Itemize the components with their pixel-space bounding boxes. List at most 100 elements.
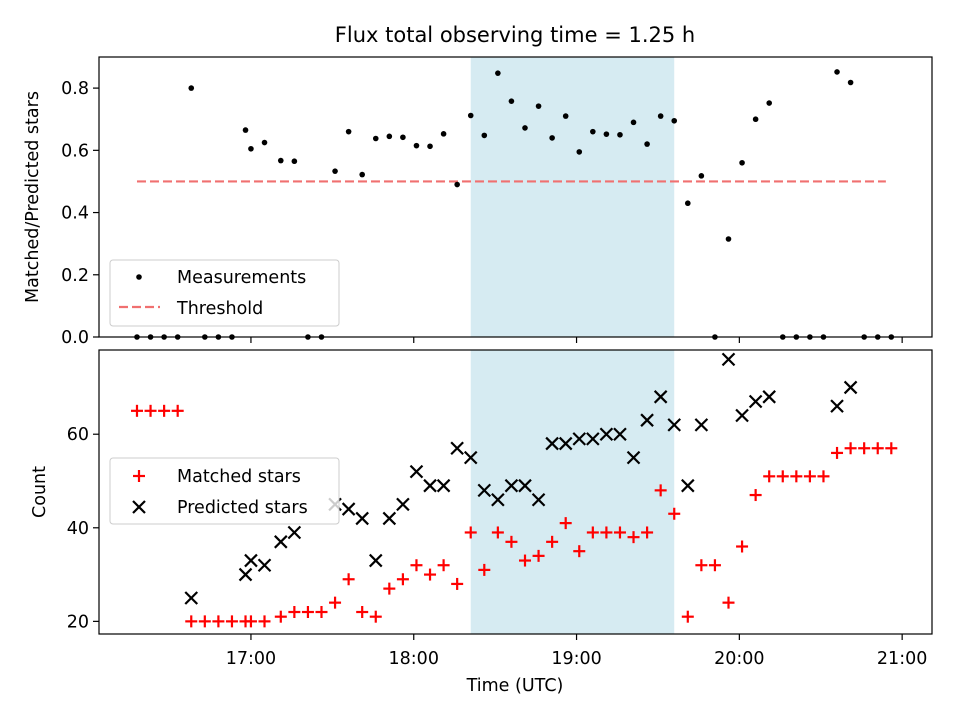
predicted-stars-point bbox=[504, 478, 519, 493]
matched-stars-point bbox=[288, 606, 301, 619]
matched-stars-point bbox=[641, 526, 654, 539]
predicted-stars-point bbox=[694, 418, 709, 432]
matched-stars-point bbox=[776, 470, 789, 483]
measurement-point bbox=[644, 141, 650, 147]
predicted-stars-point bbox=[518, 478, 532, 493]
bottom-panel-marks bbox=[130, 352, 898, 628]
matched-stars-point bbox=[274, 610, 287, 623]
legend-predicted-label: Predicted stars bbox=[177, 498, 308, 518]
matched-stars-point bbox=[871, 442, 884, 455]
top-panel-y-label: Matched/Predicted stars bbox=[23, 91, 43, 303]
matched-stars-point bbox=[546, 535, 559, 548]
predicted-stars-point bbox=[762, 390, 776, 404]
matched-stars-point bbox=[451, 577, 464, 590]
predicted-stars-point bbox=[477, 483, 492, 498]
matched-stars-point bbox=[185, 615, 198, 628]
measurement-point bbox=[400, 134, 406, 141]
matched-stars-point bbox=[885, 442, 898, 455]
measurement-point bbox=[725, 236, 732, 242]
y-tick-label: 0.6 bbox=[61, 141, 89, 161]
matched-stars-point bbox=[396, 573, 409, 586]
y-tick-label: 40 bbox=[67, 519, 89, 539]
measurement-point bbox=[332, 168, 338, 174]
matched-stars-point bbox=[722, 596, 735, 609]
top-panel-x-ticks bbox=[250, 337, 903, 343]
matched-stars-point bbox=[749, 489, 762, 502]
matched-stars-point bbox=[212, 615, 225, 628]
measurement-point bbox=[386, 133, 393, 140]
matched-stars-point bbox=[464, 526, 477, 539]
predicted-stars-point bbox=[238, 567, 253, 582]
matched-stars-point bbox=[478, 563, 491, 576]
matched-stars-point bbox=[586, 526, 599, 539]
matched-stars-point bbox=[356, 606, 369, 619]
predicted-stars-point bbox=[599, 427, 614, 441]
y-tick-label: 0.2 bbox=[61, 266, 89, 286]
bottom-panel: 20 40 60 17:00 18:00 19:00 20:00 21:00 Count T… bbox=[30, 349, 933, 696]
predicted-stars-point bbox=[491, 492, 505, 507]
measurement-point bbox=[413, 142, 420, 149]
predicted-stars-point bbox=[184, 591, 199, 605]
matched-stars-point bbox=[130, 404, 143, 417]
x-tick-label: 17:00 bbox=[226, 649, 276, 669]
measurement-point bbox=[248, 145, 254, 152]
predicted-stars-point bbox=[274, 535, 288, 549]
measurement-point bbox=[562, 113, 569, 119]
measurement-point bbox=[630, 119, 637, 126]
measurement-point bbox=[834, 69, 840, 75]
predicted-stars-point bbox=[368, 553, 383, 568]
bottom-legend-box bbox=[109, 457, 340, 525]
measurement-point bbox=[372, 135, 379, 142]
measurement-point bbox=[684, 200, 691, 207]
matched-stars-point bbox=[668, 507, 681, 520]
measurement-point bbox=[427, 143, 433, 150]
bottom-panel-y-ticks: 20 40 60 bbox=[67, 425, 99, 632]
measurement-point bbox=[847, 79, 854, 86]
matched-stars-point bbox=[301, 606, 314, 619]
bottom-legend: Matched stars Predicted stars bbox=[109, 457, 340, 525]
matched-stars-point bbox=[258, 615, 271, 628]
predicted-stars-point bbox=[748, 394, 763, 409]
measurement-point bbox=[454, 181, 460, 188]
bottom-panel-x-ticks: 17:00 18:00 19:00 20:00 21:00 bbox=[226, 634, 927, 669]
measurement-point bbox=[261, 139, 268, 146]
y-tick-label: 0.0 bbox=[61, 328, 89, 348]
matched-stars-point bbox=[369, 610, 382, 623]
matched-stars-point bbox=[505, 535, 518, 548]
matched-stars-point bbox=[600, 526, 613, 539]
predicted-stars-point bbox=[409, 464, 424, 479]
legend-matched-label: Matched stars bbox=[177, 467, 301, 487]
measurement-point bbox=[467, 112, 474, 119]
measurement-point bbox=[345, 128, 352, 135]
measurement-point bbox=[617, 131, 623, 138]
predicted-stars-point bbox=[830, 399, 844, 413]
predicted-stars-point bbox=[653, 390, 668, 404]
measurement-point bbox=[657, 113, 664, 119]
x-tick-label: 20:00 bbox=[714, 649, 764, 669]
matched-stars-point bbox=[844, 442, 857, 455]
predicted-stars-point bbox=[531, 492, 546, 507]
top-legend: Measurements Threshold bbox=[109, 259, 340, 327]
measurement-point bbox=[481, 132, 488, 139]
matched-stars-point bbox=[790, 470, 803, 483]
predicted-stars-point bbox=[423, 478, 437, 493]
bottom-panel-frame bbox=[98, 349, 933, 635]
predicted-stars-point bbox=[287, 525, 302, 540]
predicted-stars-point bbox=[463, 450, 478, 465]
top-panel-y-ticks: 0.0 0.2 0.4 0.6 0.8 bbox=[61, 79, 99, 348]
predicted-stars-point bbox=[244, 553, 258, 568]
matched-stars-point bbox=[736, 540, 749, 553]
y-tick-label: 0.4 bbox=[61, 204, 89, 224]
matched-stars-point bbox=[654, 484, 667, 497]
measurement-point bbox=[188, 85, 195, 91]
matched-stars-point bbox=[410, 559, 423, 572]
predicted-stars-point bbox=[382, 511, 397, 526]
matched-stars-point bbox=[627, 531, 640, 544]
measurement-point bbox=[576, 149, 583, 155]
x-tick-label: 21:00 bbox=[877, 649, 927, 669]
matched-stars-point bbox=[437, 559, 450, 572]
legend-measurements-label: Measurements bbox=[177, 268, 306, 288]
measurement-point bbox=[359, 171, 365, 178]
x-tick-label: 19:00 bbox=[551, 649, 601, 669]
predicted-stars-point bbox=[626, 450, 641, 465]
